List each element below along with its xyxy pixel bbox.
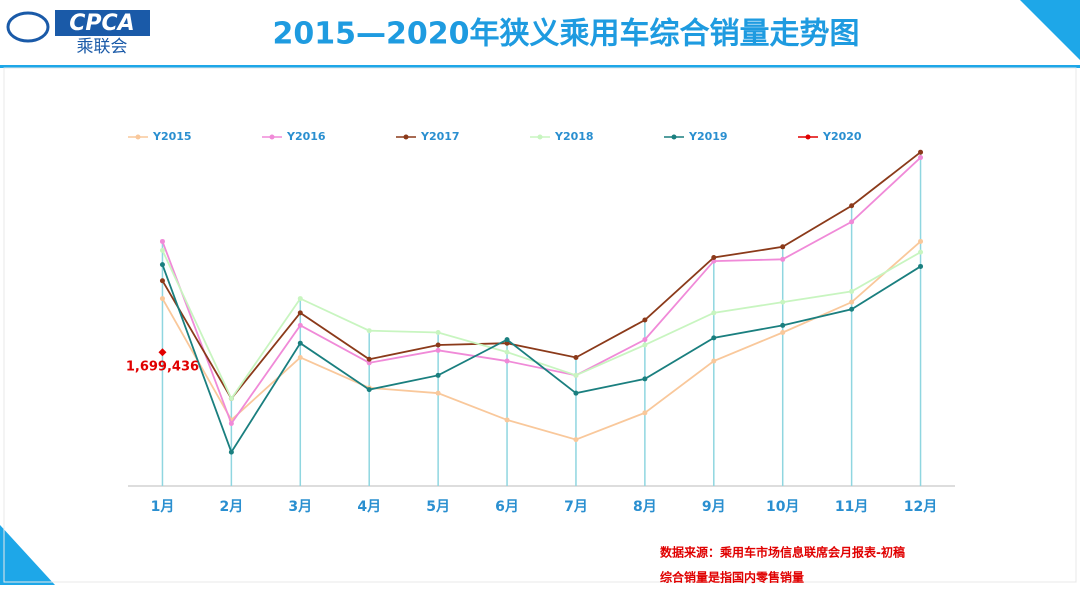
- corner-top: [1020, 0, 1080, 60]
- legend-label: Y2015: [152, 130, 192, 143]
- series-line: [161, 151, 922, 401]
- point: [642, 342, 648, 348]
- frame: [3, 67, 1077, 583]
- point: [435, 347, 441, 353]
- logo-box: [55, 10, 150, 36]
- chart-title: 2015—2020年狭义乘用车综合销量走势图: [273, 17, 860, 52]
- legend-marker: [671, 134, 677, 140]
- point: [435, 390, 441, 396]
- point: [366, 328, 372, 334]
- point: [435, 342, 441, 348]
- point: [780, 256, 786, 262]
- point: [849, 299, 855, 305]
- point: [918, 238, 924, 244]
- point: [435, 372, 441, 378]
- x-tick-label: 6月: [495, 499, 519, 515]
- legend-marker: [135, 134, 141, 140]
- point: [159, 247, 165, 253]
- point: [228, 396, 234, 402]
- point: [297, 322, 303, 328]
- point: [849, 203, 855, 209]
- x-tick-label: 12月: [904, 499, 937, 515]
- point: [711, 358, 717, 364]
- x-tick-label: 3月: [288, 499, 312, 515]
- point: [711, 335, 717, 341]
- point: [435, 329, 441, 335]
- point: [504, 417, 510, 423]
- point: [297, 310, 303, 316]
- point: [159, 278, 165, 284]
- note: 数据来源：乘用车市场信息联席会月报表-初稿: [660, 545, 905, 560]
- point: [573, 372, 579, 378]
- point: [366, 387, 372, 393]
- x-tick-label: 9月: [702, 499, 726, 515]
- data-label: 1,699,436: [126, 360, 199, 375]
- series-line: [161, 156, 922, 426]
- point: [504, 340, 510, 346]
- point: [918, 149, 924, 155]
- point: [504, 349, 510, 355]
- point: [780, 299, 786, 305]
- x-tick-label: 2月: [220, 499, 244, 515]
- x-tick-label: 10月: [766, 499, 799, 515]
- point: [711, 255, 717, 261]
- logo-sub: 乘联会: [77, 37, 128, 57]
- x-tick-label: 7月: [564, 499, 588, 515]
- point: [780, 322, 786, 328]
- x-tick-label: 8月: [633, 499, 657, 515]
- point: [780, 329, 786, 335]
- legend-marker: [403, 134, 409, 140]
- x-tick-label: 11月: [835, 499, 868, 515]
- legend-marker: [805, 134, 811, 140]
- point: [849, 288, 855, 294]
- point: [366, 356, 372, 362]
- series-line: [161, 264, 922, 455]
- point: [780, 244, 786, 250]
- series-line: [161, 250, 921, 401]
- point: [297, 296, 303, 302]
- x-tick-label: 1月: [151, 499, 175, 515]
- point: [297, 340, 303, 346]
- legend-label: Y2017: [420, 130, 460, 143]
- logo-text: CPCA: [69, 11, 134, 36]
- legend-marker: [537, 134, 543, 140]
- point: [573, 437, 579, 443]
- point: [642, 410, 648, 416]
- point: [918, 249, 924, 255]
- point: [366, 360, 372, 366]
- point: [504, 337, 510, 343]
- point: [159, 262, 165, 268]
- legend-label: Y2018: [554, 130, 594, 143]
- point: [918, 155, 924, 161]
- point: [642, 317, 648, 323]
- legend-label: Y2019: [688, 130, 728, 143]
- point: [642, 376, 648, 382]
- legend-label: Y2020: [822, 130, 862, 143]
- point: [711, 310, 717, 316]
- point: [159, 238, 165, 244]
- x-tick-label: 4月: [357, 499, 381, 515]
- point: [573, 390, 579, 396]
- point: [228, 421, 234, 427]
- point: [642, 337, 648, 343]
- legend-label: Y2016: [286, 130, 326, 143]
- point: [573, 354, 579, 360]
- point: [228, 449, 234, 455]
- note: 综合销量是指国内零售销量: [660, 570, 804, 585]
- legend-marker: [269, 134, 275, 140]
- point: [504, 358, 510, 364]
- corner-bottom: [0, 525, 55, 585]
- point: [849, 306, 855, 312]
- x-tick-label: 5月: [426, 499, 450, 515]
- point: [849, 219, 855, 225]
- header-rule: [0, 65, 1080, 68]
- series-line: [161, 240, 922, 441]
- point: [297, 354, 303, 360]
- point: [159, 296, 165, 302]
- point: [918, 263, 924, 269]
- point: [158, 348, 167, 357]
- logo-mark: [6, 11, 50, 43]
